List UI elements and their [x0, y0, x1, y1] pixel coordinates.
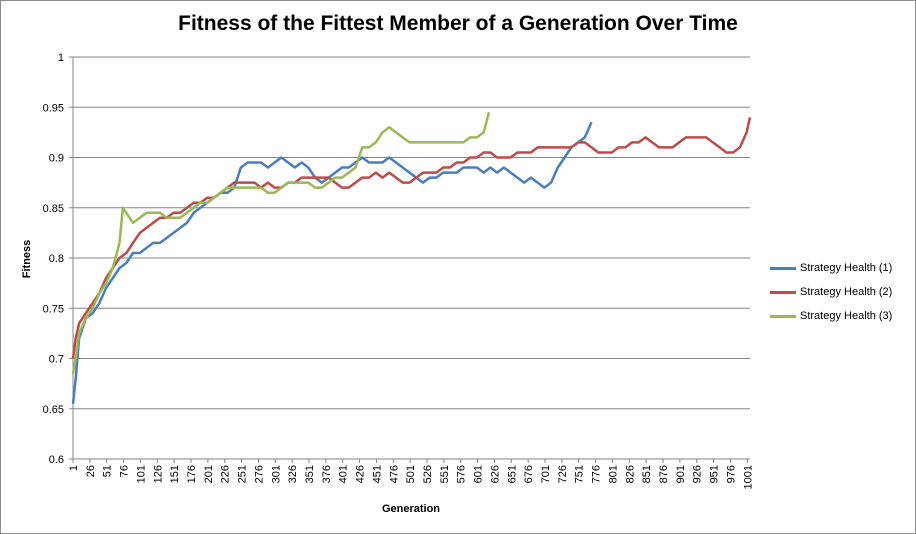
x-tick-label: 26 [85, 465, 97, 477]
grid-lines [69, 56, 750, 463]
x-tick-label: 251 [237, 465, 249, 483]
x-tick-label: 126 [152, 465, 164, 483]
x-tick-label: 451 [371, 465, 383, 483]
x-tick-label: 751 [574, 465, 586, 483]
x-tick-label: 726 [557, 465, 569, 483]
x-tick-label: 901 [675, 465, 687, 483]
y-tick-label: 0.65 [43, 404, 64, 416]
y-tick-label: 0.75 [43, 303, 64, 315]
x-tick-labels: 1 26 51 76 101 126 151 176 201 226 251 276 301 326 351… [68, 465, 754, 489]
x-tick-label: 626 [489, 465, 501, 483]
x-tick-label: 576 [456, 465, 468, 483]
legend-swatch-1 [770, 266, 796, 270]
x-tick-label: 51 [102, 465, 114, 477]
x-tick-label: 226 [220, 465, 232, 483]
legend: Strategy Health (1) Strategy Health (2) … [770, 256, 910, 328]
chart-title: Fitness of the Fittest Member of a Gener… [178, 12, 738, 35]
legend-item-1: Strategy Health (1) [770, 256, 910, 280]
x-tick-label: 101 [135, 465, 147, 483]
legend-item-2: Strategy Health (2) [770, 280, 910, 304]
x-tick-label: 176 [186, 465, 198, 483]
legend-label-3: Strategy Health (3) [800, 310, 893, 322]
x-tick-label: 701 [540, 465, 552, 483]
legend-swatch-3 [770, 314, 796, 318]
series-line-3 [71, 111, 491, 374]
y-tick-labels: 0.6 0.65 0.7 0.75 0.8 0.85 0.9 0.95 1 [43, 52, 64, 466]
y-tick-label: 0.95 [43, 102, 64, 114]
series-line-1 [71, 121, 593, 404]
x-axis-label: Generation [382, 503, 440, 515]
y-tick-label: 1 [58, 52, 64, 64]
legend-item-3: Strategy Health (3) [770, 304, 910, 328]
x-tick-label: 326 [287, 465, 299, 483]
x-tick-label: 1001 [742, 465, 754, 489]
legend-swatch-2 [770, 290, 796, 294]
y-tick-label: 0.8 [49, 253, 64, 265]
x-tick-label: 601 [473, 465, 485, 483]
x-tick-label: 1 [68, 465, 80, 471]
x-tick-label: 76 [119, 465, 131, 477]
x-tick-label: 151 [169, 465, 181, 483]
x-tick-label: 551 [439, 465, 451, 483]
x-tick-label: 651 [506, 465, 518, 483]
y-axis-label: Fitness [21, 240, 33, 279]
x-tick-label: 951 [709, 465, 721, 483]
x-tick-label: 401 [338, 465, 350, 483]
legend-label-2: Strategy Health (2) [800, 286, 893, 298]
x-tick-label: 201 [203, 465, 215, 483]
x-tick-label: 301 [270, 465, 282, 483]
x-tick-label: 526 [422, 465, 434, 483]
x-tick-label: 876 [658, 465, 670, 483]
x-tick-label: 926 [692, 465, 704, 483]
x-tick-label: 501 [405, 465, 417, 483]
x-tick-label: 826 [624, 465, 636, 483]
x-tick-label: 801 [607, 465, 619, 483]
x-tick-label: 976 [725, 465, 737, 483]
y-tick-label: 0.7 [49, 354, 64, 366]
legend-label-1: Strategy Health (1) [800, 262, 893, 274]
x-tick-label: 276 [253, 465, 265, 483]
x-tick-label: 351 [304, 465, 316, 483]
x-tick-label: 776 [591, 465, 603, 483]
x-tick-label: 376 [321, 465, 333, 483]
x-tick-label: 476 [388, 465, 400, 483]
y-tick-label: 0.6 [49, 454, 64, 466]
series-line-2 [71, 117, 752, 359]
x-tick-label: 676 [523, 465, 535, 483]
series-lines [71, 111, 752, 404]
y-tick-label: 0.85 [43, 203, 64, 215]
y-tick-label: 0.9 [49, 153, 64, 165]
x-tick-label: 426 [355, 465, 367, 483]
x-tick-label: 851 [641, 465, 653, 483]
